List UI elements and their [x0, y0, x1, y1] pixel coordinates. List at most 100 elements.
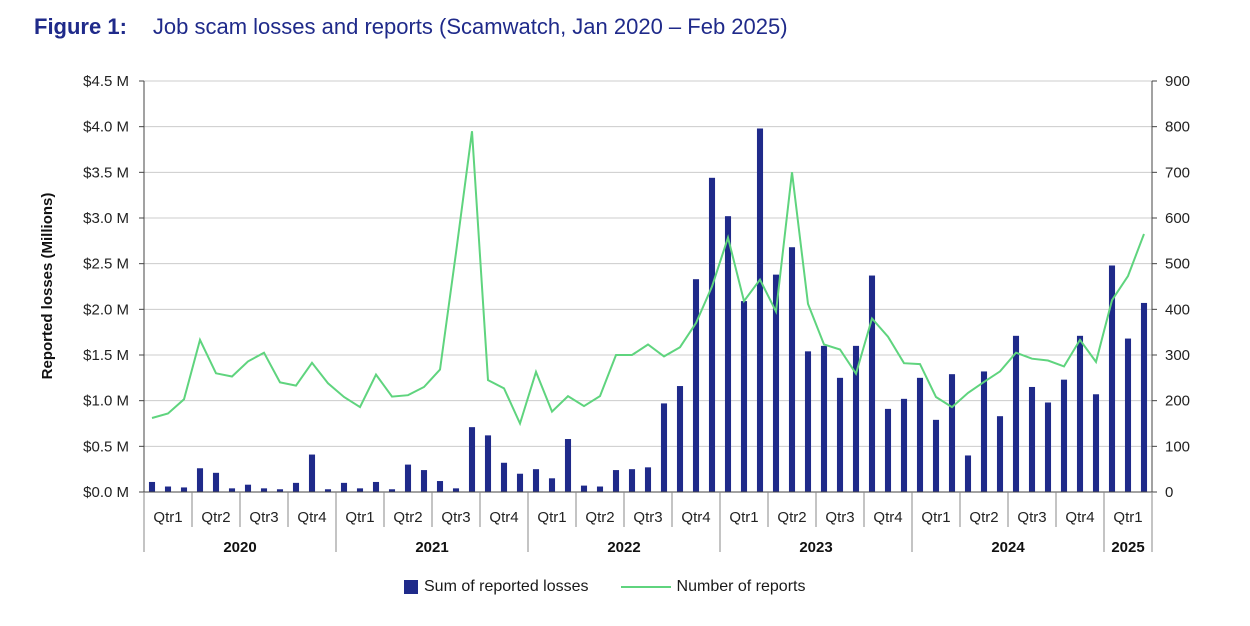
loss-bar: [884, 408, 892, 492]
quarter-label: Qtr4: [681, 509, 710, 526]
legend-swatch-line: [620, 586, 671, 588]
quarter-label: Qtr2: [393, 509, 422, 526]
loss-bar: [836, 377, 844, 492]
loss-bar: [772, 274, 780, 492]
loss-bar: [468, 427, 476, 492]
left-tick-label: $0.0 M: [83, 484, 129, 501]
year-label: 2022: [607, 539, 640, 556]
loss-bars: [148, 128, 1148, 492]
loss-bar: [516, 473, 524, 492]
legend-item-reports: Number of reports: [620, 578, 806, 596]
loss-bar: [596, 486, 604, 492]
loss-bar: [212, 472, 220, 492]
right-tick-label: 700: [1165, 164, 1190, 181]
loss-bar: [580, 485, 588, 492]
loss-bar: [740, 301, 748, 492]
right-axis-ticks: 0 100 200 300 400 500 600 700 800 900: [1165, 73, 1190, 501]
left-tick-label: $4.0 M: [83, 119, 129, 136]
loss-bar: [788, 247, 796, 492]
loss-bar: [228, 488, 236, 492]
loss-bar: [980, 371, 988, 492]
legend-label-reports: Number of reports: [676, 578, 806, 595]
loss-bar: [324, 489, 332, 492]
loss-bar: [628, 469, 636, 492]
loss-bar: [948, 374, 956, 492]
quarter-label: Qtr4: [297, 509, 326, 526]
loss-bar: [372, 481, 380, 492]
legend-swatch-bar: [404, 580, 418, 594]
loss-bar: [340, 482, 348, 492]
quarter-label: Qtr1: [729, 509, 758, 526]
quarter-label: Qtr2: [969, 509, 998, 526]
loss-bar: [692, 279, 700, 492]
loss-bar: [660, 403, 668, 492]
loss-bar: [868, 275, 876, 492]
chart-title: Figure 1: Job scam losses and reports (Sc…: [34, 14, 788, 40]
loss-bar: [1076, 335, 1084, 492]
quarter-label: Qtr3: [825, 509, 854, 526]
loss-bar: [1092, 394, 1100, 492]
right-tick-label: 600: [1165, 210, 1190, 227]
loss-bar: [612, 470, 620, 492]
loss-bar: [756, 128, 764, 492]
quarter-label: Qtr1: [1113, 509, 1142, 526]
loss-bar: [452, 488, 460, 492]
quarter-label: Qtr2: [777, 509, 806, 526]
right-tick-label: 400: [1165, 301, 1190, 318]
loss-bar: [500, 462, 508, 492]
quarter-label: Qtr1: [153, 509, 182, 526]
right-tick-label: 300: [1165, 347, 1190, 364]
quarter-label: Qtr3: [249, 509, 278, 526]
loss-bar: [548, 478, 556, 492]
right-tick-label: 100: [1165, 438, 1190, 455]
loss-bar: [820, 345, 828, 492]
loss-bar: [932, 419, 940, 492]
reports-line: [151, 131, 1145, 427]
left-tick-label: $3.5 M: [83, 164, 129, 181]
loss-bar: [260, 488, 268, 492]
loss-bar: [244, 484, 252, 492]
left-axis-ticks: $0.0 M $0.5 M $1.0 M $1.5 M $2.0 M $2.5 M $3.0…: [83, 73, 129, 501]
loss-bar: [276, 489, 284, 492]
loss-bar: [292, 482, 300, 492]
left-tick-label: $1.0 M: [83, 393, 129, 410]
right-tick-label: 200: [1165, 393, 1190, 410]
legend-item-losses: Sum of reported losses: [404, 578, 589, 596]
gridlines: [144, 80, 1152, 447]
quarter-label: Qtr4: [873, 509, 902, 526]
left-tick-label: $0.5 M: [83, 438, 129, 455]
quarter-label: Qtr4: [489, 509, 518, 526]
loss-bar: [180, 487, 188, 492]
loss-bar: [724, 216, 732, 492]
quarter-label: Qtr2: [201, 509, 230, 526]
loss-bar: [708, 177, 716, 492]
year-label: 2023: [799, 539, 832, 556]
loss-bar: [564, 439, 572, 492]
loss-bar: [900, 398, 908, 492]
legend-label-losses: Sum of reported losses: [424, 578, 589, 595]
loss-bar: [644, 467, 652, 492]
loss-bar: [1028, 386, 1036, 492]
right-tick-label: 900: [1165, 73, 1190, 90]
loss-bar: [404, 464, 412, 492]
quarter-label: Qtr2: [585, 509, 614, 526]
right-tick-label: 800: [1165, 119, 1190, 136]
loss-bar: [1124, 338, 1132, 492]
loss-bar: [676, 386, 684, 492]
loss-bar: [532, 469, 540, 492]
year-label: 2024: [991, 539, 1025, 556]
loss-bar: [164, 486, 172, 492]
loss-bar: [196, 468, 204, 492]
right-tick-label: 0: [1165, 484, 1173, 501]
loss-bar: [1108, 265, 1116, 492]
figure-number: Figure 1:: [34, 14, 127, 39]
left-tick-label: $2.0 M: [83, 301, 129, 318]
right-tick-label: 500: [1165, 256, 1190, 273]
year-label: 2021: [415, 539, 448, 556]
loss-bar: [964, 455, 972, 492]
loss-bar: [916, 377, 924, 492]
left-tick-label: $3.0 M: [83, 210, 129, 227]
loss-bar: [1044, 402, 1052, 492]
x-axis-categories: Qtr1 Qtr2 Qtr3 Qtr4 Qtr1 Qtr2 Qtr3 Qtr4 Qtr1 Qtr2…: [143, 492, 1153, 556]
loss-bar: [852, 345, 860, 492]
